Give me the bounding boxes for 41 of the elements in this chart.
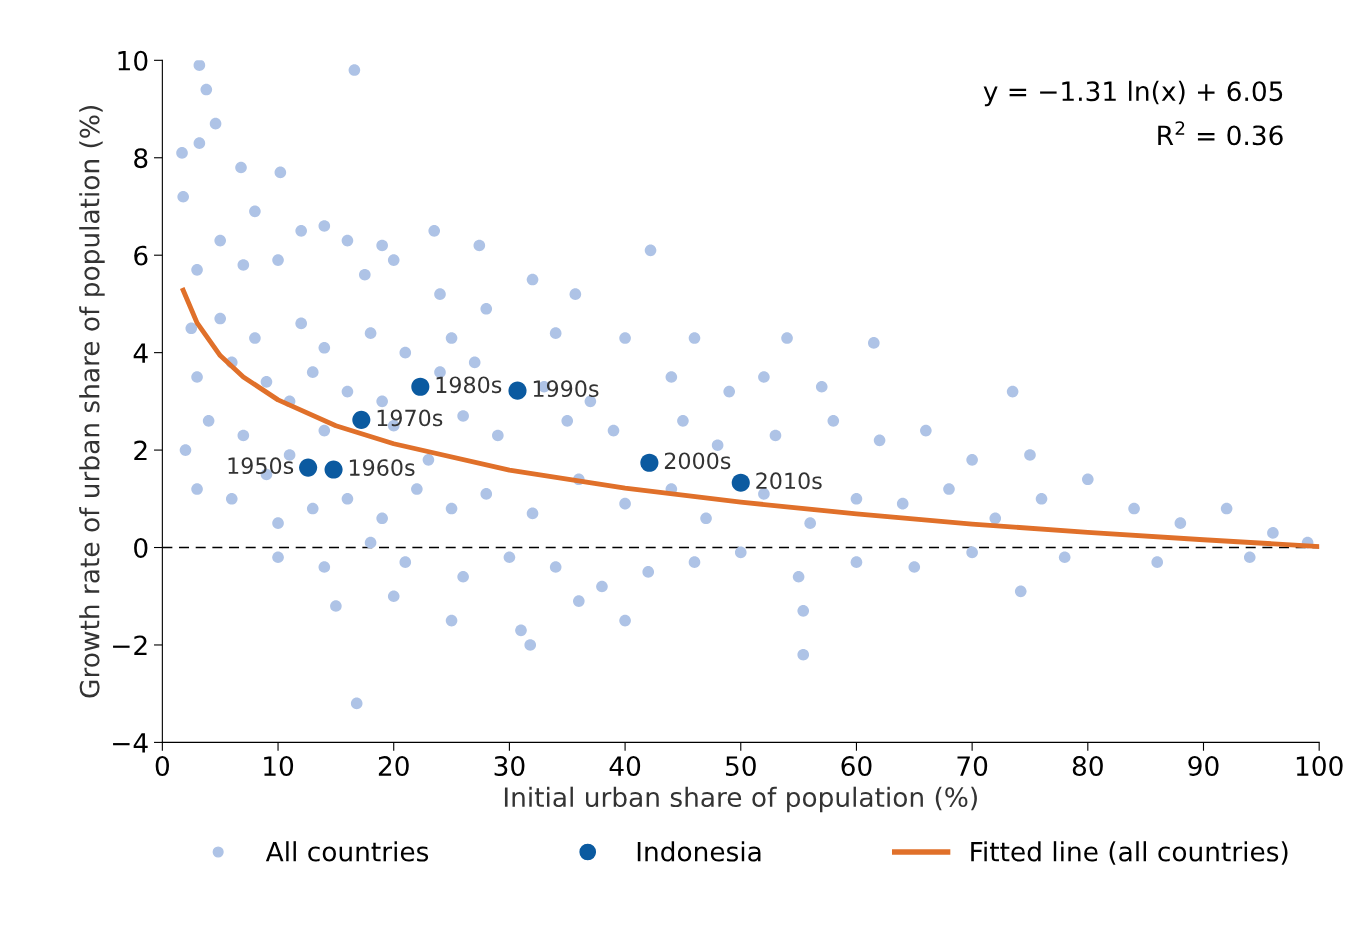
annotation: 1970s <box>377 409 443 427</box>
x-tick-label: 10 <box>264 756 294 777</box>
x-tick-label: 70 <box>957 756 988 777</box>
x-tick-label: 90 <box>1188 756 1219 777</box>
point <box>352 410 371 429</box>
annotation: 1980s <box>436 376 502 394</box>
x-tick-label: 100 <box>1296 756 1343 777</box>
y-tick-label: 6 <box>134 245 148 266</box>
annotation: y = −1.31 ln(x) + 6.05 <box>983 80 1283 107</box>
legend-label: All countries <box>265 841 429 862</box>
annotation: 2010s <box>756 472 822 490</box>
x-tick-label: 50 <box>726 756 756 777</box>
point <box>299 458 318 477</box>
line-series <box>180 287 1320 549</box>
point <box>324 460 343 479</box>
x-tick-label: 20 <box>378 756 409 777</box>
legend-label: Fitted line (all countries) <box>971 841 1288 865</box>
y-tick-label: 4 <box>133 343 148 363</box>
x-tick-label: 60 <box>841 756 872 777</box>
x-tick-label: 80 <box>1072 756 1103 777</box>
annotation: 2000s <box>664 452 731 470</box>
x-axis-title: Initial urban share of population (%) <box>504 786 977 813</box>
x-tick-label: 0 <box>155 756 169 777</box>
y-tick-label: 0 <box>134 537 148 558</box>
annotation: 1990s <box>533 380 599 398</box>
y-tick-label: 10 <box>118 50 148 71</box>
annotation: 1960s <box>349 459 415 477</box>
y-tick-label: −2 <box>113 635 147 655</box>
point <box>640 453 659 472</box>
y-tick-label: −4 <box>113 733 148 753</box>
y-tick-label: 8 <box>134 148 148 169</box>
x-tick-label: 40 <box>609 756 641 777</box>
y-tick-label: 2 <box>134 440 147 461</box>
annotation: R$^{2}$ = 0.36 <box>1158 121 1283 146</box>
y-axis-title: Growth rate of urban share of population (%) <box>79 106 105 698</box>
point <box>411 377 430 396</box>
point <box>731 473 750 492</box>
legend-label: Indonesia <box>637 841 761 862</box>
annotation: 1950s <box>228 457 294 475</box>
x-tick-label: 30 <box>494 756 525 777</box>
point <box>508 381 527 400</box>
